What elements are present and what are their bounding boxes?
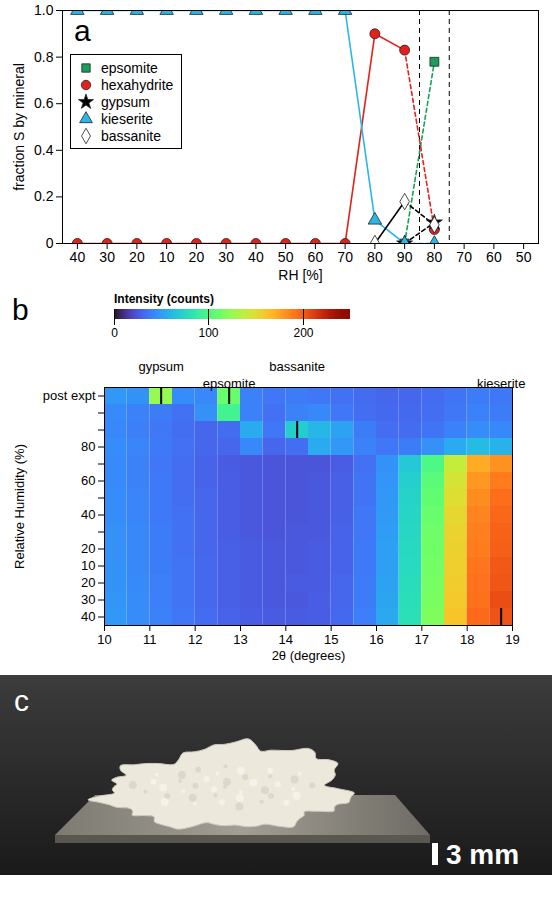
svg-text:1.0: 1.0 bbox=[34, 2, 54, 18]
svg-text:40: 40 bbox=[81, 609, 95, 624]
svg-text:70: 70 bbox=[456, 249, 472, 265]
svg-text:70: 70 bbox=[337, 249, 353, 265]
svg-text:13: 13 bbox=[233, 632, 247, 647]
svg-text:RH [%]: RH [%] bbox=[278, 267, 322, 283]
svg-text:14: 14 bbox=[279, 632, 293, 647]
svg-text:fraction S by mineral: fraction S by mineral bbox=[11, 63, 27, 191]
html-text:epsomite: epsomite bbox=[101, 59, 158, 76]
svg-text:0.2: 0.2 bbox=[34, 188, 54, 204]
svg-text:17: 17 bbox=[415, 632, 429, 647]
svg-text:18: 18 bbox=[460, 632, 474, 647]
svg-text:epsomite: epsomite bbox=[203, 376, 256, 391]
svg-text:kieserite: kieserite bbox=[477, 376, 525, 391]
svg-text:Relative Humidity (%): Relative Humidity (%) bbox=[12, 444, 27, 569]
html-text:bassanite: bassanite bbox=[101, 127, 161, 144]
svg-text:20: 20 bbox=[189, 249, 205, 265]
html-text:gypsum: gypsum bbox=[101, 93, 150, 110]
svg-text:20: 20 bbox=[81, 575, 95, 590]
svg-text:30: 30 bbox=[81, 592, 95, 607]
html-text:b: b bbox=[12, 293, 29, 326]
html-text:hexahydrite: hexahydrite bbox=[101, 76, 174, 93]
svg-text:c: c bbox=[14, 684, 29, 717]
svg-text:post expt: post expt bbox=[43, 388, 96, 403]
svg-text:80: 80 bbox=[367, 249, 383, 265]
svg-text:40: 40 bbox=[248, 249, 264, 265]
svg-text:0.6: 0.6 bbox=[34, 95, 54, 111]
svg-text:10: 10 bbox=[159, 249, 175, 265]
svg-text:40: 40 bbox=[70, 249, 86, 265]
svg-text:10: 10 bbox=[81, 558, 95, 573]
svg-text:60: 60 bbox=[486, 249, 502, 265]
html-text:kieserite: kieserite bbox=[101, 110, 154, 127]
svg-text:12: 12 bbox=[188, 632, 202, 647]
html-text:a: a bbox=[74, 14, 91, 47]
svg-text:50: 50 bbox=[278, 249, 294, 265]
svg-text:gypsum: gypsum bbox=[138, 359, 184, 374]
svg-text:60: 60 bbox=[308, 249, 324, 265]
svg-text:50: 50 bbox=[516, 249, 532, 265]
svg-text:30: 30 bbox=[99, 249, 115, 265]
svg-text:0: 0 bbox=[111, 326, 118, 340]
svg-text:19: 19 bbox=[505, 632, 519, 647]
svg-text:80: 80 bbox=[81, 439, 95, 454]
svg-text:90: 90 bbox=[397, 249, 413, 265]
svg-text:30: 30 bbox=[218, 249, 234, 265]
svg-text:40: 40 bbox=[81, 507, 95, 522]
svg-text:15: 15 bbox=[324, 632, 338, 647]
svg-text:Intensity (counts): Intensity (counts) bbox=[114, 292, 214, 306]
svg-text:0: 0 bbox=[46, 235, 54, 251]
svg-text:20: 20 bbox=[81, 541, 95, 556]
svg-text:3 mm: 3 mm bbox=[446, 839, 519, 870]
svg-text:200: 200 bbox=[293, 326, 313, 340]
svg-text:2θ (degrees): 2θ (degrees) bbox=[272, 648, 346, 663]
svg-text:11: 11 bbox=[143, 632, 157, 647]
svg-text:0.8: 0.8 bbox=[34, 49, 54, 65]
svg-text:100: 100 bbox=[198, 326, 218, 340]
svg-text:10: 10 bbox=[97, 632, 111, 647]
svg-text:20: 20 bbox=[129, 249, 145, 265]
svg-text:60: 60 bbox=[81, 473, 95, 488]
svg-text:16: 16 bbox=[369, 632, 383, 647]
svg-text:80: 80 bbox=[427, 249, 443, 265]
svg-text:0.4: 0.4 bbox=[34, 142, 54, 158]
svg-text:bassanite: bassanite bbox=[269, 359, 325, 374]
